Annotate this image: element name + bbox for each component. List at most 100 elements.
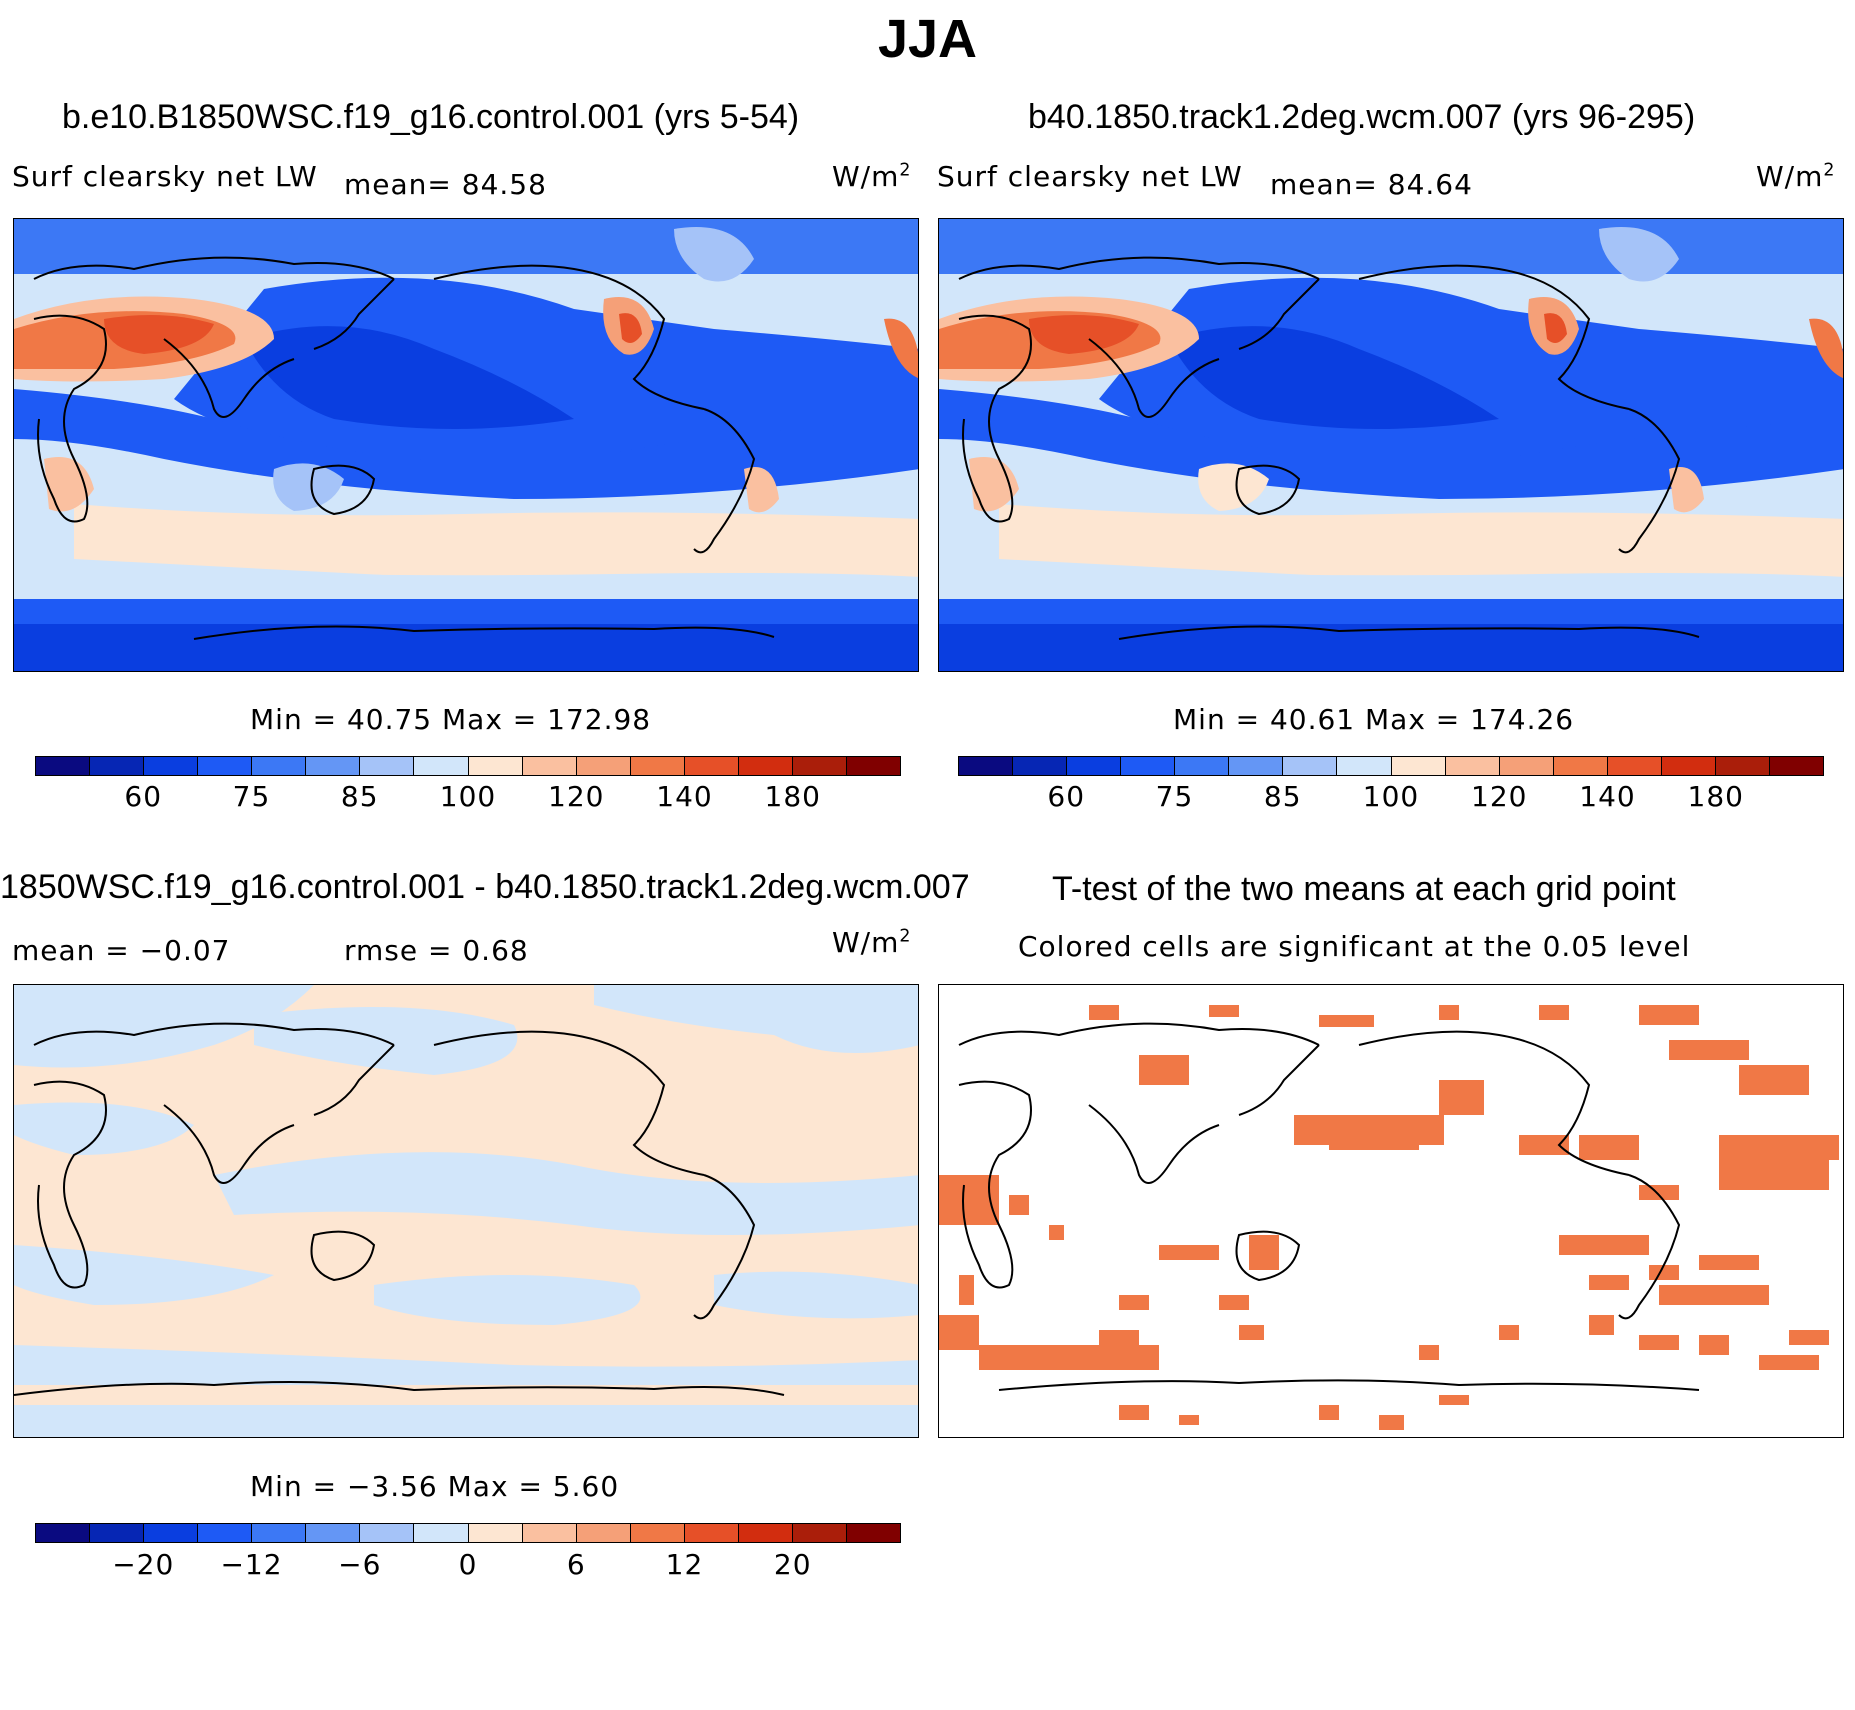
colorbar-segment — [306, 757, 361, 775]
colorbar-segment — [959, 757, 1014, 775]
colorbar-difference — [35, 1523, 901, 1543]
units-label-left: W/m2 — [832, 160, 912, 193]
colorbar-tick-label: 180 — [1687, 780, 1744, 813]
colorbar-segment — [1391, 757, 1446, 775]
significant-cells — [939, 1005, 1839, 1430]
colorbar-segment — [468, 1524, 523, 1542]
colorbar-tick-label: −6 — [338, 1548, 382, 1581]
colorbar-segment — [738, 1524, 793, 1542]
colorbar-tick-label: 180 — [764, 780, 821, 813]
colorbar-tick-label: 120 — [548, 780, 605, 813]
case-title-ttest: T-test of the two means at each grid poi… — [1052, 870, 1676, 908]
colorbar-tick-label: 120 — [1471, 780, 1528, 813]
colorbar-control — [35, 756, 901, 776]
colorbar-segment — [576, 1524, 631, 1542]
colorbar-segment — [90, 757, 145, 775]
colorbar-tick-label: 100 — [439, 780, 497, 813]
map-panel-control — [13, 218, 919, 672]
colorbar-tick-label: 60 — [124, 780, 163, 813]
colorbar-segment — [144, 757, 199, 775]
colorbar-segment — [1553, 757, 1608, 775]
colorbar-segment — [684, 757, 739, 775]
colorbar-segment — [1337, 757, 1392, 775]
colorbar-segment — [522, 757, 577, 775]
mean-label-right: mean= 84.64 — [1270, 168, 1473, 201]
units-label-right: W/m2 — [1756, 160, 1836, 193]
colorbar-segment — [684, 1524, 739, 1542]
colorbar-segment — [1607, 757, 1662, 775]
mean-label-left: mean= 84.58 — [344, 168, 547, 201]
colorbar-tick-label: −12 — [220, 1548, 283, 1581]
colorbar-labels-difference: −20 −12 −6 0 6 12 20 — [35, 1548, 901, 1584]
colorbar-segment — [846, 757, 900, 775]
colorbar-segment — [1445, 757, 1500, 775]
map-panel-difference — [13, 984, 919, 1438]
colorbar-segment — [792, 757, 847, 775]
colorbar-tick-label: 6 — [566, 1548, 586, 1581]
colorbar-tick-label: 0 — [458, 1548, 478, 1581]
colorbar-segment — [252, 1524, 307, 1542]
map-panel-test — [938, 218, 1844, 672]
colorbar-segment — [198, 757, 253, 775]
colorbar-segment — [1283, 757, 1338, 775]
colorbar-segment — [90, 1524, 145, 1542]
colorbar-segment — [1175, 757, 1230, 775]
map-ttest-field — [939, 985, 1843, 1437]
map-test-field — [939, 219, 1843, 671]
rmse-label-difference: rmse = 0.68 — [344, 934, 529, 967]
colorbar-segment — [360, 757, 415, 775]
colorbar-tick-label: 100 — [1362, 780, 1420, 813]
colorbar-segment — [36, 1524, 91, 1542]
colorbar-segment — [1013, 757, 1068, 775]
colorbar-segment — [846, 1524, 900, 1542]
colorbar-segment — [36, 757, 91, 775]
mean-label-difference: mean = −0.07 — [12, 934, 231, 967]
colorbar-segment — [468, 757, 523, 775]
colorbar-tick-label: 75 — [232, 780, 271, 813]
colorbar-segment — [1229, 757, 1284, 775]
colorbar-tick-label: 20 — [773, 1548, 812, 1581]
colorbar-segment — [576, 757, 631, 775]
colorbar-segment — [1715, 757, 1770, 775]
colorbar-segment — [1499, 757, 1554, 775]
colorbar-segment — [198, 1524, 253, 1542]
colorbar-segment — [360, 1524, 415, 1542]
colorbar-labels-control: 60 75 85 100 120 140 180 — [35, 780, 901, 816]
colorbar-segment — [1067, 757, 1122, 775]
colorbar-segment — [630, 757, 685, 775]
main-title: JJA — [877, 9, 978, 69]
case-title-difference: 1850WSC.f19_g16.control.001 - b40.1850.t… — [0, 868, 970, 906]
colorbar-segment — [252, 757, 307, 775]
colorbar-segment — [738, 757, 793, 775]
colorbar-tick-label: 85 — [1263, 780, 1302, 813]
colorbar-test — [958, 756, 1824, 776]
colorbar-tick-label: −20 — [112, 1548, 175, 1581]
colorbar-tick-label: 12 — [665, 1548, 704, 1581]
map-control-field — [14, 219, 918, 671]
stats-label-difference: Min = −3.56 Max = 5.60 — [250, 1470, 620, 1503]
stats-label-control: Min = 40.75 Max = 172.98 — [250, 703, 652, 736]
colorbar-tick-label: 85 — [340, 780, 379, 813]
colorbar-segment — [414, 757, 469, 775]
case-title-test: b40.1850.track1.2deg.wcm.007 (yrs 96-295… — [1028, 98, 1696, 136]
variable-label-left: Surf clearsky net LW — [12, 160, 318, 193]
case-title-control: b.e10.B1850WSC.f19_g16.control.001 (yrs … — [62, 98, 800, 136]
variable-label-right: Surf clearsky net LW — [937, 160, 1243, 193]
colorbar-segment — [1121, 757, 1176, 775]
ttest-subtitle: Colored cells are significant at the 0.0… — [1018, 930, 1691, 963]
colorbar-segment — [414, 1524, 469, 1542]
colorbar-segment — [522, 1524, 577, 1542]
colorbar-segment — [792, 1524, 847, 1542]
colorbar-labels-test: 60 75 85 100 120 140 180 — [958, 780, 1824, 816]
units-label-difference: W/m2 — [832, 926, 912, 959]
colorbar-tick-label: 140 — [1579, 780, 1636, 813]
colorbar-tick-label: 60 — [1047, 780, 1086, 813]
colorbar-segment — [630, 1524, 685, 1542]
map-panel-ttest — [938, 984, 1844, 1438]
colorbar-segment — [306, 1524, 361, 1542]
colorbar-segment — [144, 1524, 199, 1542]
colorbar-segment — [1769, 757, 1823, 775]
colorbar-segment — [1661, 757, 1716, 775]
map-difference-field — [14, 985, 918, 1437]
colorbar-tick-label: 140 — [656, 780, 713, 813]
